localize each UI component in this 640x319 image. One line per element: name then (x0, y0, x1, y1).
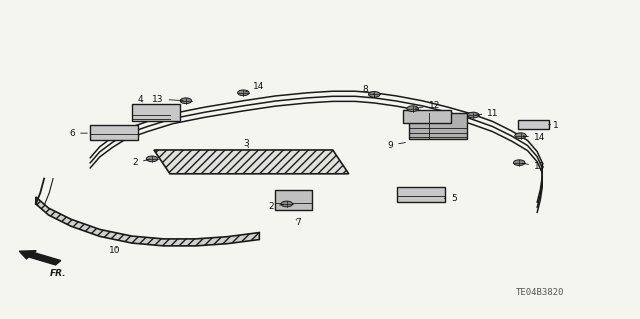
Bar (403, 110, 451, 123)
Bar (275, 190, 312, 210)
Text: 13: 13 (522, 162, 545, 171)
Text: 1: 1 (548, 121, 559, 130)
Text: 9: 9 (387, 141, 405, 150)
Text: 6: 6 (69, 129, 87, 137)
Circle shape (513, 160, 525, 166)
Bar (90, 125, 138, 140)
Text: 12: 12 (415, 101, 440, 110)
Text: 2: 2 (132, 158, 149, 167)
Circle shape (467, 112, 479, 118)
Circle shape (369, 92, 380, 97)
Text: FR.: FR. (50, 269, 67, 278)
Text: 13: 13 (152, 95, 183, 104)
Text: 3: 3 (244, 139, 250, 148)
Polygon shape (154, 150, 349, 174)
Bar (410, 114, 467, 139)
Text: 8: 8 (362, 85, 374, 94)
Text: 5: 5 (445, 194, 457, 203)
Circle shape (237, 90, 249, 96)
Polygon shape (36, 197, 259, 246)
Bar (132, 104, 179, 122)
Circle shape (281, 201, 292, 207)
Bar (518, 120, 548, 129)
Circle shape (407, 106, 419, 112)
Bar (397, 187, 445, 202)
Text: 4: 4 (137, 95, 143, 104)
Circle shape (147, 156, 158, 162)
Text: 2: 2 (268, 202, 284, 211)
Text: 11: 11 (476, 109, 499, 118)
Circle shape (515, 133, 526, 138)
Text: 14: 14 (524, 133, 545, 142)
Circle shape (180, 98, 191, 104)
Text: 14: 14 (246, 82, 264, 92)
Text: 7: 7 (296, 218, 301, 227)
FancyArrow shape (19, 251, 61, 265)
Text: TE04B3820: TE04B3820 (516, 288, 564, 297)
Text: 10: 10 (109, 246, 120, 255)
